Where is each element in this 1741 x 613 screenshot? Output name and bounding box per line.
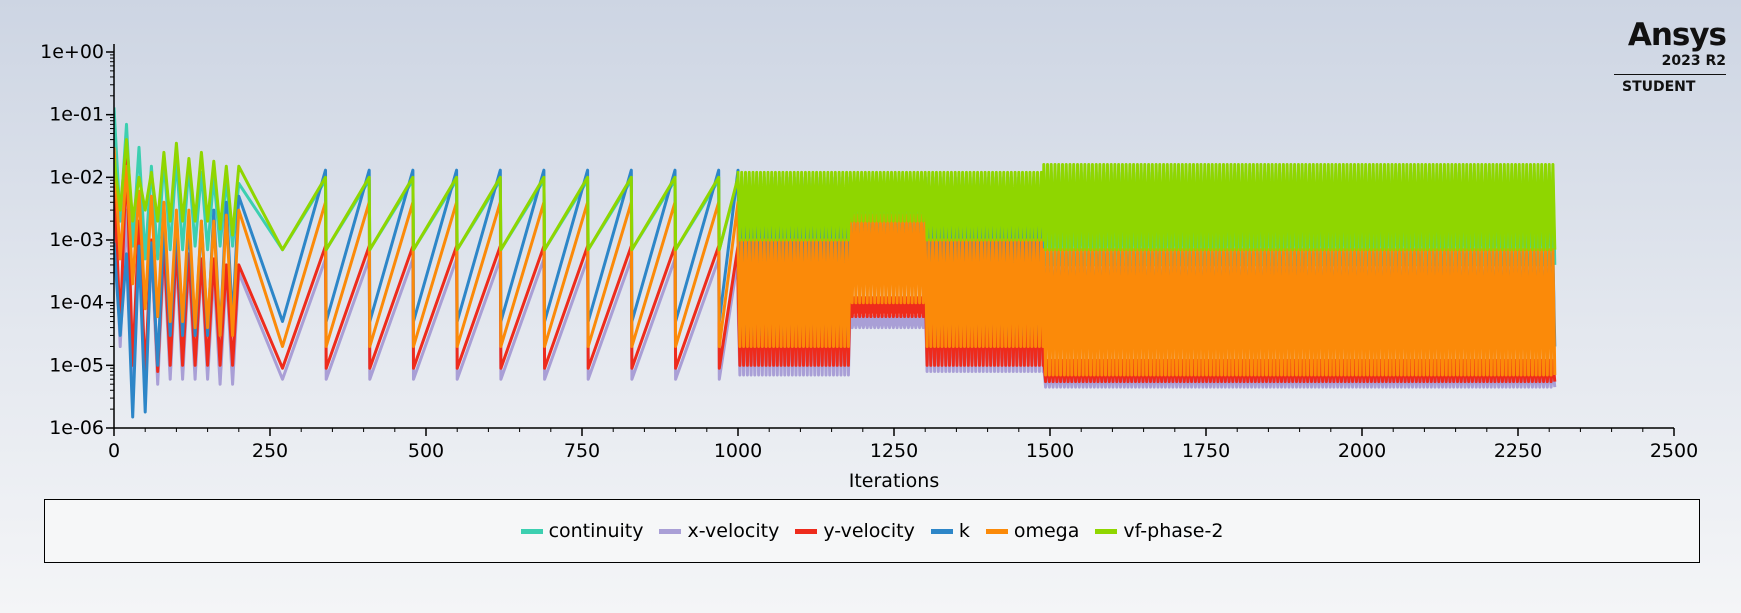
legend-swatch — [985, 528, 1008, 534]
x-tick-label: 500 — [408, 440, 444, 462]
x-tick-label: 750 — [564, 440, 600, 462]
y-tick-label: 1e-04 — [49, 292, 104, 314]
legend-item-vf-phase-2: vf-phase-2 — [1095, 520, 1223, 542]
x-axis-title: Iterations — [849, 470, 940, 492]
legend-swatch — [930, 528, 953, 534]
legend-item-x-velocity: x-velocity — [659, 520, 779, 542]
chart-legend: continuity x-velocity y-velocity k omega vf-p… — [44, 499, 1700, 563]
legend-item-k: k — [930, 520, 970, 542]
x-tick-label: 2500 — [1650, 440, 1698, 462]
y-tick-label: 1e-05 — [49, 354, 104, 376]
brand-divider — [1614, 74, 1726, 75]
brand-name: Ansys — [1627, 17, 1727, 53]
x-tick-label: 1250 — [870, 440, 918, 462]
x-tick-label: 250 — [252, 440, 288, 462]
y-tick-label: 1e+00 — [40, 41, 104, 63]
y-tick-label: 1e-06 — [49, 417, 104, 439]
legend-swatch — [795, 528, 818, 534]
x-tick-label: 0 — [108, 440, 120, 462]
legend-swatch — [659, 528, 682, 534]
legend-item-omega: omega — [985, 520, 1080, 542]
legend-label: k — [958, 520, 970, 542]
legend-item-continuity: continuity — [520, 520, 644, 542]
x-tick-label: 1000 — [714, 440, 762, 462]
series-line-vf-phase-2 — [114, 138, 1557, 252]
ansys-brand: Ansys 2023 R2 STUDENT — [1614, 17, 1727, 96]
x-tick-label: 2250 — [1494, 440, 1542, 462]
x-tick-label: 2000 — [1338, 440, 1386, 462]
y-tick-label: 1e-03 — [49, 229, 104, 251]
legend-swatch — [520, 528, 543, 534]
legend-item-y-velocity: y-velocity — [795, 520, 915, 542]
chart-axes: 1e+00 1e-01 1e-02 1e-03 1e-04 1e-05 1e-060 250 5… — [40, 41, 1698, 492]
brand-edition: STUDENT — [1622, 79, 1696, 95]
legend-label: y-velocity — [823, 520, 915, 542]
legend-label: omega — [1013, 520, 1080, 542]
series-line-omega — [114, 147, 1557, 377]
y-tick-label: 1e-02 — [49, 166, 104, 188]
legend-label: vf-phase-2 — [1123, 520, 1224, 542]
legend-swatch — [1095, 528, 1118, 534]
brand-version: 2023 R2 — [1661, 53, 1726, 69]
legend-label: continuity — [548, 520, 644, 542]
x-tick-label: 1750 — [1182, 440, 1230, 462]
x-tick-label: 1500 — [1026, 440, 1074, 462]
y-tick-label: 1e-01 — [49, 104, 104, 126]
legend-label: x-velocity — [687, 520, 780, 542]
